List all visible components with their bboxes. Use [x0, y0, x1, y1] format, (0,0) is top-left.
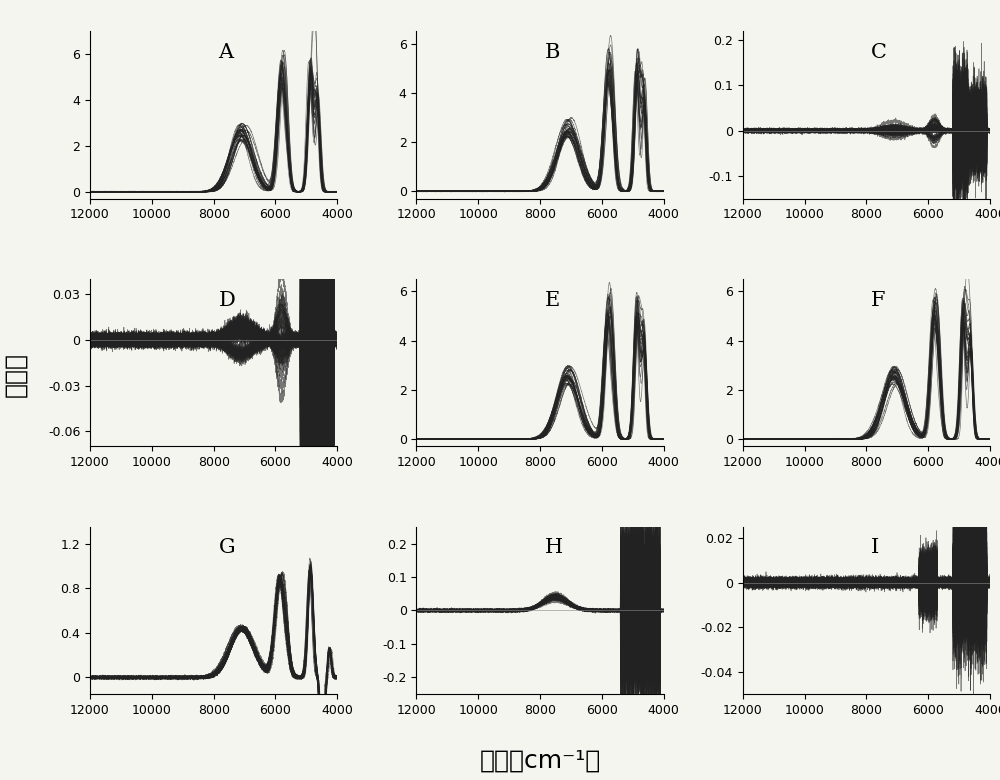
Text: 吸光度: 吸光度 [3, 352, 27, 397]
Text: D: D [219, 291, 235, 310]
Text: I: I [871, 538, 880, 558]
Text: A: A [219, 43, 234, 62]
Text: F: F [871, 291, 886, 310]
Text: E: E [545, 291, 560, 310]
Text: B: B [545, 43, 560, 62]
Text: G: G [219, 538, 235, 558]
Text: C: C [871, 43, 887, 62]
Text: H: H [545, 538, 563, 558]
Text: 波数（cm⁻¹）: 波数（cm⁻¹） [479, 749, 601, 772]
